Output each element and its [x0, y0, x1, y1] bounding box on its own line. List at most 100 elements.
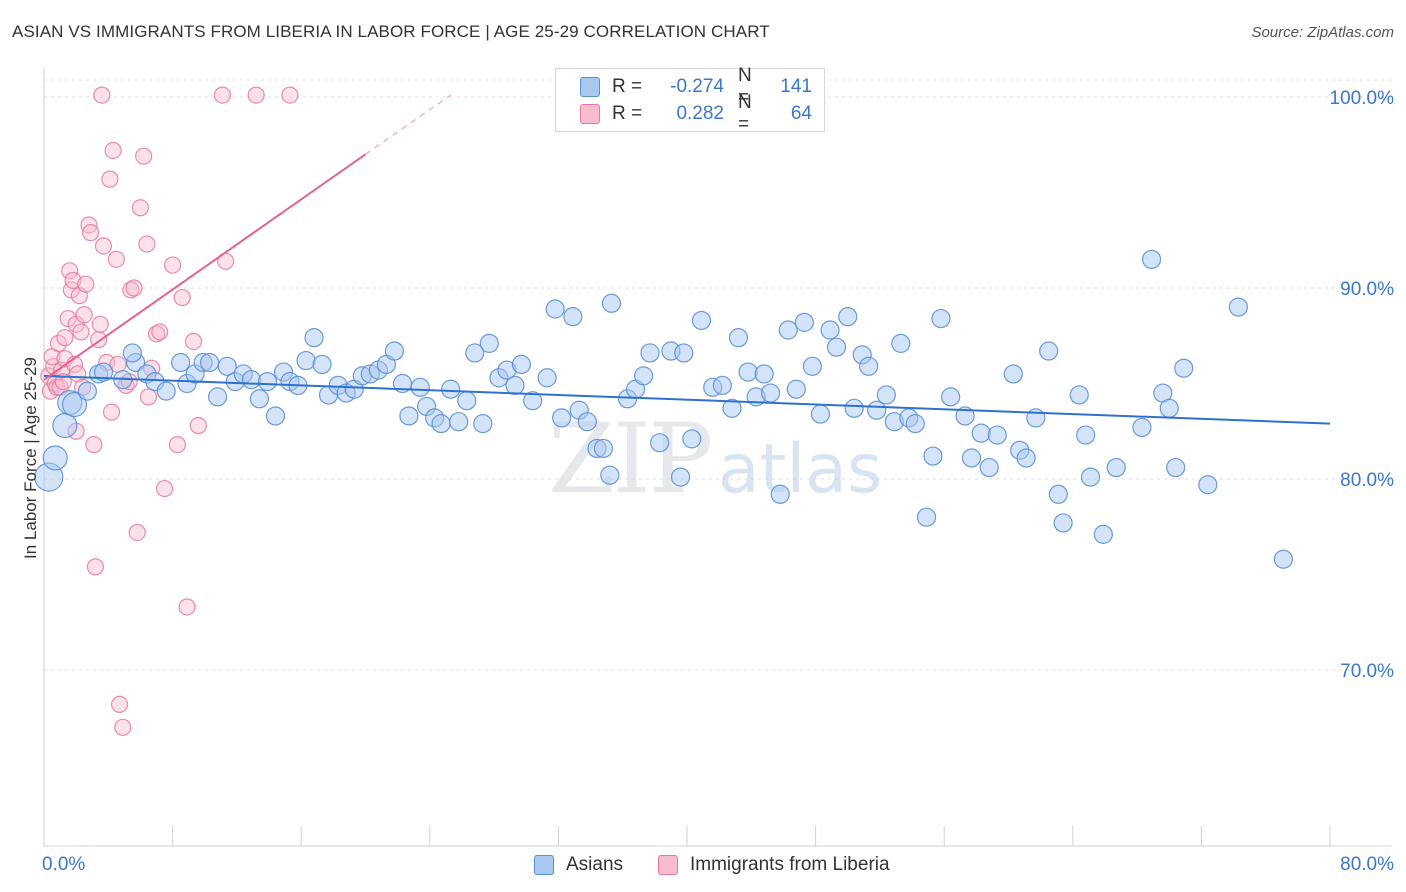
legend-r-value: 0.282	[676, 103, 724, 124]
asian-point	[1039, 341, 1059, 361]
asian-point	[241, 370, 261, 390]
liberia-trend-line	[43, 153, 367, 381]
asian-point	[552, 408, 572, 428]
asian-point	[722, 398, 742, 418]
asian-point	[601, 293, 622, 313]
correlation-legend: R = -0.274 N = 141 R = 0.282 N = 64	[555, 65, 825, 135]
asian-point	[941, 387, 961, 407]
asian-point	[859, 356, 879, 376]
liberia-point	[72, 323, 90, 341]
tick-labels: 70.0% 80.0% 90.0% 100.0% 0.0% 80.0%	[42, 88, 1394, 875]
asian-point	[77, 381, 98, 401]
chart-title: ASIAN VS IMMIGRANTS FROM LIBERIA IN LABO…	[12, 22, 770, 41]
asian-point	[431, 414, 451, 434]
asian-point	[820, 320, 840, 340]
liberia-point	[247, 86, 265, 104]
liberia-point	[189, 416, 207, 435]
liberia-point	[86, 558, 105, 576]
asian-point	[905, 414, 925, 434]
asian-point	[1198, 475, 1218, 495]
axes	[43, 68, 1392, 847]
y-tick-label: 100.0%	[1330, 88, 1395, 109]
legend-swatch-asians	[580, 77, 600, 97]
legend-n-value: 141	[780, 76, 812, 97]
asian-point	[1076, 425, 1096, 445]
liberia-point	[138, 235, 156, 253]
asian-point	[1166, 457, 1186, 478]
asian-point	[1016, 448, 1036, 468]
liberia-point	[213, 86, 232, 104]
asian-point	[1093, 524, 1113, 544]
asian-point	[1174, 358, 1194, 378]
asian-point	[52, 412, 78, 439]
asian-point	[916, 507, 937, 527]
series-legend: Asians Immigrants from Liberia	[0, 852, 1406, 878]
trend-lines	[43, 94, 1331, 425]
asian-point	[479, 333, 499, 353]
liberia-point	[85, 436, 103, 454]
legend-item-asians[interactable]: Asians	[534, 852, 623, 878]
liberia-point	[77, 275, 95, 293]
asian-point	[955, 406, 975, 426]
liberia-point	[104, 141, 122, 160]
asian-point	[563, 307, 583, 327]
liberia-point	[173, 288, 191, 307]
asian-point	[1273, 549, 1293, 569]
asian-point	[441, 379, 461, 399]
liberia-point	[135, 147, 153, 165]
liberia-point	[139, 388, 158, 406]
asian-point	[304, 328, 324, 348]
asian-point	[156, 381, 176, 401]
asian-point	[1003, 364, 1023, 384]
legend-swatch-asians	[534, 855, 554, 875]
liberia-point	[64, 271, 82, 289]
asian-point	[505, 375, 525, 396]
asian-point	[217, 356, 237, 376]
liberia-trend-extension	[365, 94, 452, 155]
liberia-point	[128, 523, 146, 542]
asian-point	[61, 391, 88, 418]
asian-point	[1053, 513, 1073, 533]
asian-point	[826, 337, 847, 357]
asian-point	[754, 364, 774, 384]
asian-point	[640, 343, 660, 363]
asian-point	[384, 341, 405, 361]
legend-label-asians: Asians	[566, 854, 624, 875]
liberia-point	[110, 695, 129, 713]
asian-point	[760, 383, 781, 403]
legend-swatch-liberia	[580, 104, 600, 124]
asian-point	[93, 362, 114, 382]
liberia-point	[178, 598, 196, 616]
asian-point	[257, 371, 278, 392]
asian-point	[770, 484, 790, 504]
legend-item-liberia[interactable]: Immigrants from Liberia	[658, 852, 890, 878]
asian-point	[786, 379, 806, 399]
asian-point	[891, 333, 911, 353]
asian-point	[122, 343, 143, 363]
asian-point	[650, 433, 670, 453]
watermark: ZIP atlas	[548, 403, 882, 515]
liberia-point	[101, 170, 119, 188]
asian-point	[465, 343, 485, 363]
asian-point	[1159, 398, 1179, 418]
liberia-point	[93, 86, 111, 104]
legend-n-label: N =	[738, 92, 752, 135]
x-tick-label: 80.0%	[1340, 854, 1394, 875]
legend-swatch-liberia	[658, 855, 678, 875]
asian-point	[42, 445, 68, 471]
liberia-point	[102, 403, 121, 421]
x-tick-label: 0.0%	[42, 854, 85, 875]
liberia-point	[82, 224, 100, 242]
asian-point	[399, 406, 419, 426]
legend-n-value: 64	[790, 103, 812, 124]
y-axis-label: In Labor Force | Age 25-29	[21, 357, 40, 559]
asian-point	[208, 387, 228, 407]
asian-point	[457, 391, 477, 411]
asian-point	[171, 352, 191, 373]
liberia-point	[75, 306, 93, 324]
asian-point	[633, 366, 654, 386]
y-tick-label: 90.0%	[1340, 279, 1394, 300]
asian-point	[923, 446, 943, 466]
legend-row-asians: R = -0.274 N = 141	[580, 65, 812, 108]
asian-point	[712, 375, 732, 396]
